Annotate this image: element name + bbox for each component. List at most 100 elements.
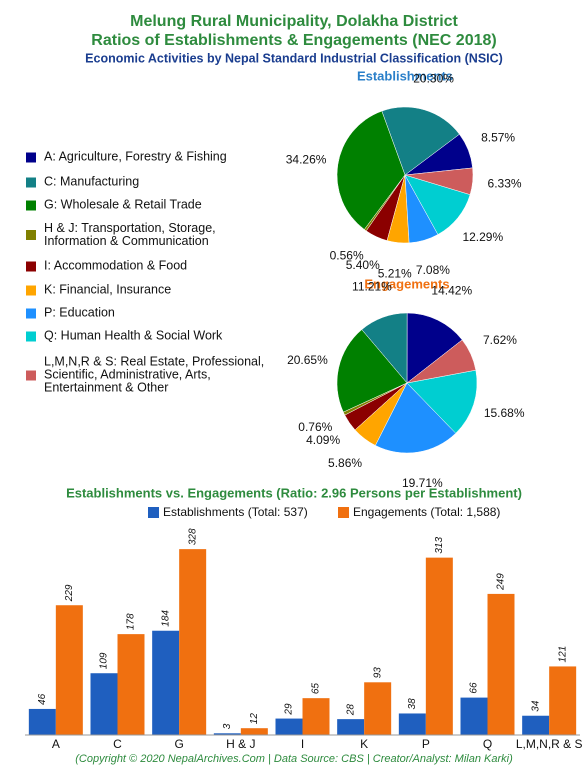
pie-value-label: 8.57% bbox=[481, 131, 515, 145]
title: Melung Rural Municipality, Dolakha Distr… bbox=[130, 13, 458, 30]
bar bbox=[337, 719, 365, 735]
legend-item: H & J: Transportation, Storage, Informat… bbox=[26, 222, 276, 248]
bar bbox=[487, 593, 515, 735]
bar-value-label: 29 bbox=[284, 703, 295, 716]
legend-item: K: Financial, Insurance bbox=[26, 282, 276, 297]
bar-value-label: 121 bbox=[557, 646, 568, 663]
x-tick-label: L,M,N,R & S bbox=[516, 737, 583, 751]
legend-swatch bbox=[26, 177, 36, 187]
x-tick-label: I bbox=[301, 737, 304, 751]
bar-value-label: 3 bbox=[222, 723, 233, 729]
pie-slice bbox=[381, 106, 460, 176]
legend-swatch bbox=[26, 285, 36, 295]
bar bbox=[275, 718, 303, 735]
pie-slice bbox=[404, 167, 474, 195]
pie-value-label: 6.33% bbox=[488, 177, 522, 191]
legend-swatch bbox=[26, 370, 36, 380]
bar-value-label: 249 bbox=[496, 573, 507, 591]
bar-value-label: 34 bbox=[530, 700, 541, 712]
legend-swatch bbox=[26, 152, 36, 162]
pie-value-label: 0.76% bbox=[298, 420, 332, 434]
bar-value-label: 328 bbox=[187, 528, 198, 545]
bar bbox=[90, 673, 118, 735]
bar-title: Establishments vs. Engagements (Ratio: 2… bbox=[66, 485, 522, 500]
subtitle: Ratios of Establishments & Engagements (… bbox=[91, 32, 496, 49]
legend-swatch bbox=[26, 230, 36, 240]
bar-value-label: 66 bbox=[469, 682, 480, 694]
pie-value-label: 5.86% bbox=[328, 456, 362, 470]
legend-item: L,M,N,R & S: Real Estate, Professional, … bbox=[26, 354, 276, 395]
bar-value-label: 38 bbox=[407, 698, 418, 710]
legend-label: K: Financial, Insurance bbox=[44, 282, 172, 297]
bar-value-label: 46 bbox=[37, 693, 48, 705]
legend-swatch bbox=[148, 507, 159, 518]
legend-swatch bbox=[338, 507, 349, 518]
bar bbox=[522, 715, 550, 735]
bar bbox=[240, 728, 268, 735]
bar bbox=[549, 666, 577, 735]
legend-label: G: Wholesale & Retail Trade bbox=[44, 197, 202, 212]
pie-value-label: 7.08% bbox=[416, 263, 450, 277]
bar bbox=[179, 549, 207, 735]
bar bbox=[460, 697, 488, 735]
bar-value-label: 313 bbox=[434, 537, 445, 554]
bar-value-label: 93 bbox=[372, 667, 383, 679]
pie-value-label: 19.71% bbox=[402, 476, 443, 490]
legend-label: C: Manufacturing bbox=[44, 174, 140, 189]
bar bbox=[152, 630, 180, 735]
bar-value-label: 65 bbox=[311, 683, 322, 695]
legend-item: P: Education bbox=[26, 306, 276, 320]
bar bbox=[425, 557, 453, 735]
caption: (Copyright © 2020 NepalArchives.Com | Da… bbox=[75, 753, 513, 765]
bar bbox=[364, 682, 392, 735]
pie-value-label: 12.29% bbox=[462, 230, 503, 244]
x-tick-label: A bbox=[52, 737, 60, 751]
legend-item: Q: Human Health & Social Work bbox=[26, 328, 276, 343]
pie-slice bbox=[406, 339, 477, 384]
bar-value-label: 178 bbox=[126, 613, 137, 630]
x-tick-label: H & J bbox=[226, 737, 255, 751]
pie-slice bbox=[336, 110, 406, 230]
legend-label: Q: Human Health & Social Work bbox=[44, 328, 223, 343]
legend-item: I: Accommodation & Food bbox=[26, 258, 276, 273]
pie-value-label: 20.30% bbox=[413, 71, 454, 85]
legend-swatch bbox=[26, 308, 36, 318]
pie-value-label: 0.56% bbox=[330, 248, 364, 262]
bar bbox=[55, 605, 83, 735]
description: Economic Activities by Nepal Standard In… bbox=[85, 51, 503, 65]
pie-value-label: 14.42% bbox=[431, 284, 472, 298]
bar-value-label: 28 bbox=[345, 704, 356, 717]
bar bbox=[117, 634, 145, 735]
x-tick-label: P bbox=[422, 737, 430, 751]
bar bbox=[302, 698, 330, 735]
x-tick-label: G bbox=[174, 737, 183, 751]
legend-swatch bbox=[26, 331, 36, 341]
pie-value-label: 4.09% bbox=[306, 433, 340, 447]
legend-item: G: Wholesale & Retail Trade bbox=[26, 197, 276, 212]
legend-label: Engagements (Total: 1,588) bbox=[353, 505, 500, 519]
legend-item: A: Agriculture, Forestry & Fishing bbox=[26, 150, 276, 164]
legend-item: C: Manufacturing bbox=[26, 174, 276, 189]
pie-slice bbox=[406, 312, 463, 384]
bar bbox=[398, 713, 426, 735]
legend-swatch bbox=[26, 200, 36, 210]
x-tick-label: K bbox=[360, 737, 368, 751]
pie-slice bbox=[375, 382, 457, 454]
bar bbox=[213, 733, 241, 735]
bar-value-label: 229 bbox=[64, 584, 75, 602]
legend-label: I: Accommodation & Food bbox=[44, 258, 188, 273]
pie-title: Establishments bbox=[357, 68, 453, 83]
bar-value-label: 109 bbox=[99, 652, 110, 669]
pie-value-label: 7.62% bbox=[483, 333, 517, 347]
pie-value-label: 20.65% bbox=[287, 353, 328, 367]
pie-slice bbox=[336, 329, 408, 413]
pie-value-label: 15.68% bbox=[484, 406, 525, 420]
pie-title: Engagements bbox=[364, 276, 449, 291]
legend-label: Establishments (Total: 537) bbox=[163, 505, 308, 519]
bar-value-label: 184 bbox=[160, 610, 171, 627]
bar bbox=[28, 708, 56, 735]
legend-label: L,M,N,R & S: Real Estate, Professional, … bbox=[44, 354, 265, 395]
legend-label: H & J: Transportation, Storage, Informat… bbox=[44, 221, 216, 248]
